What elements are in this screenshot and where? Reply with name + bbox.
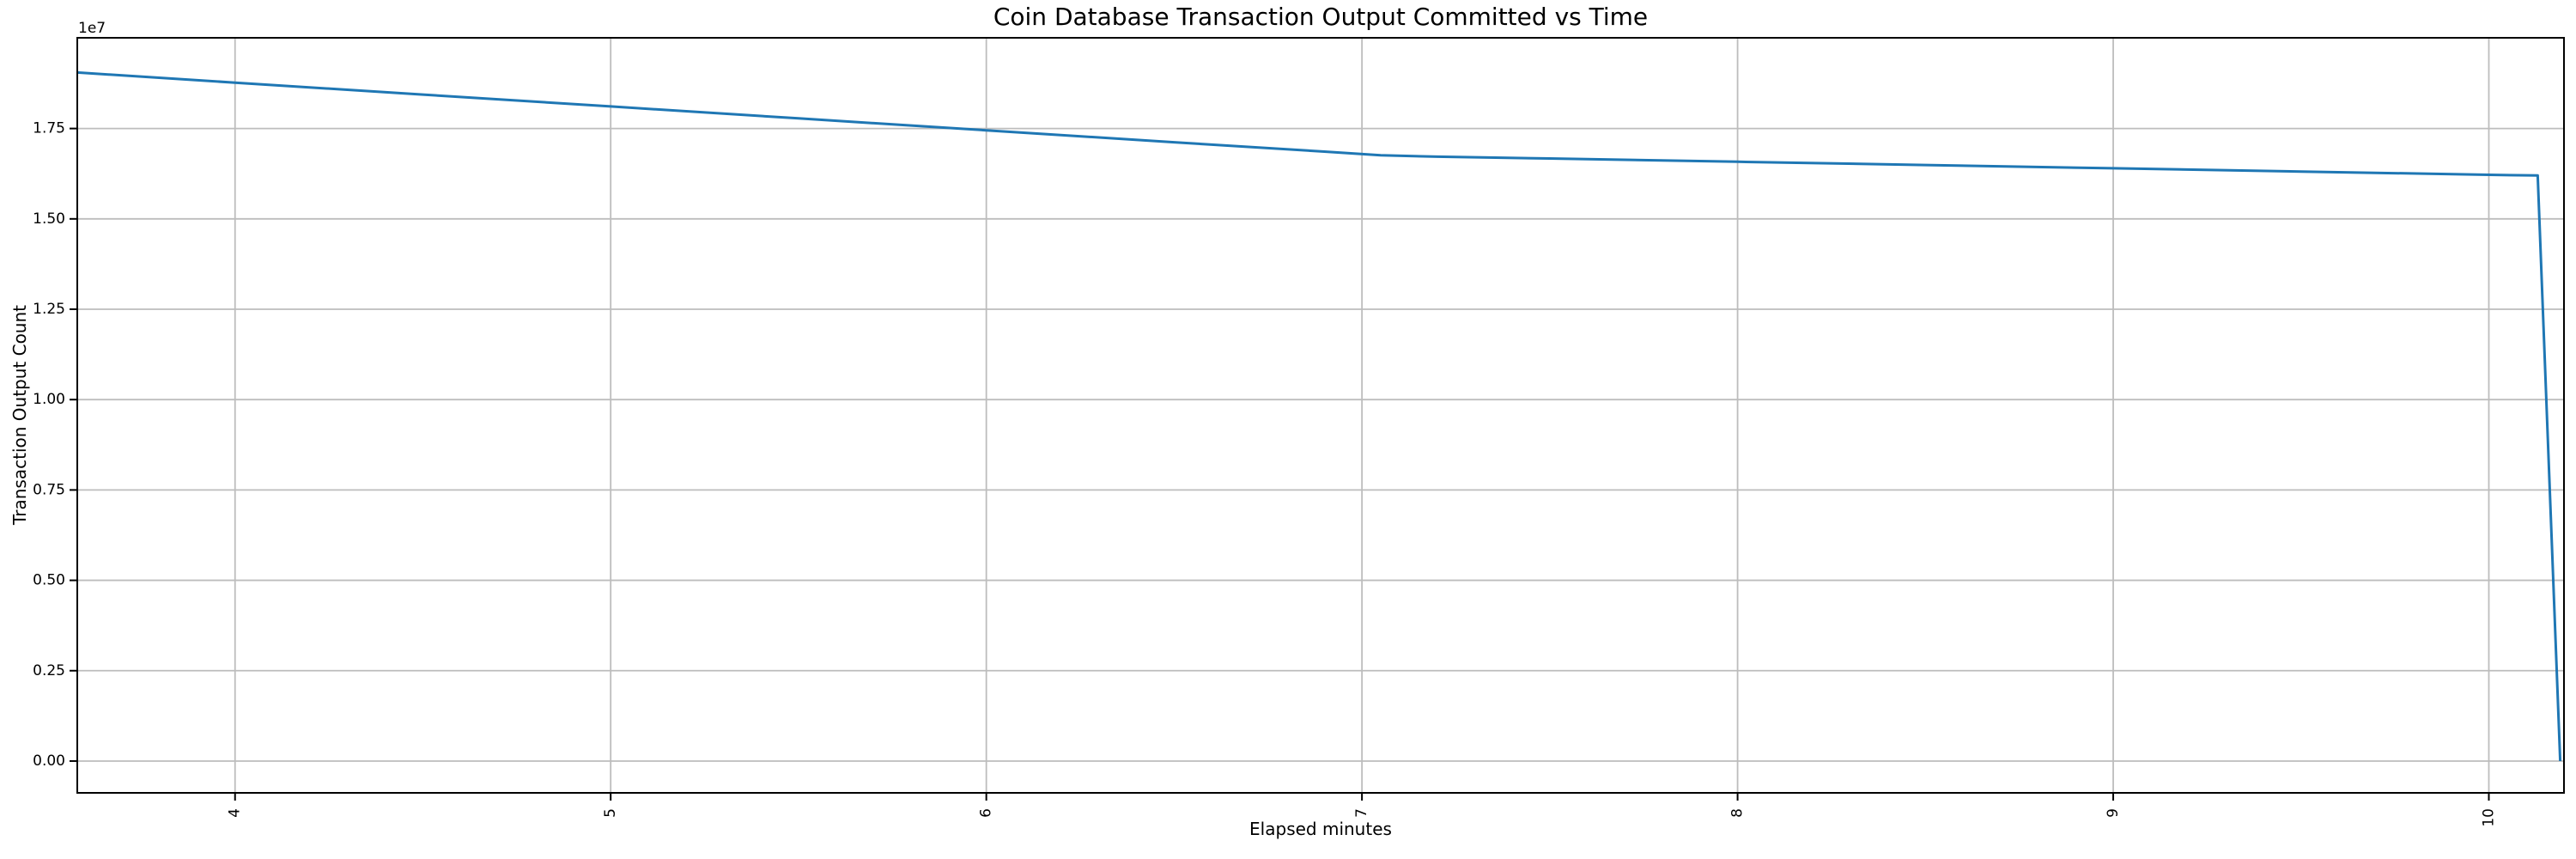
x-tick-label: 4 — [227, 808, 244, 818]
y-tick-label: 1.00 — [33, 391, 65, 408]
y-tick-label: 0.50 — [33, 572, 65, 589]
plot-border — [76, 37, 2565, 794]
y-tick-label: 1.25 — [33, 301, 65, 318]
y-axis-offset-label: 1e7 — [78, 20, 106, 37]
x-tick-label: 5 — [602, 808, 619, 818]
x-tick-label: 10 — [2481, 808, 2498, 827]
y-tick-label: 0.25 — [33, 662, 65, 679]
y-tick-label: 0.75 — [33, 481, 65, 498]
y-tick-label: 1.75 — [33, 120, 65, 137]
y-tick-label: 0.00 — [33, 752, 65, 770]
x-axis-label: Elapsed minutes — [1249, 819, 1392, 839]
y-tick-label: 1.50 — [33, 210, 65, 228]
x-tick-label: 6 — [978, 808, 995, 818]
x-tick-label: 7 — [1353, 808, 1370, 818]
y-axis-label: Transaction Output Count — [9, 305, 30, 525]
x-tick-label: 9 — [2105, 808, 2122, 818]
chart-title: Coin Database Transaction Output Committ… — [993, 3, 1649, 31]
x-tick-label: 8 — [1729, 808, 1747, 818]
series-line — [76, 70, 2562, 762]
